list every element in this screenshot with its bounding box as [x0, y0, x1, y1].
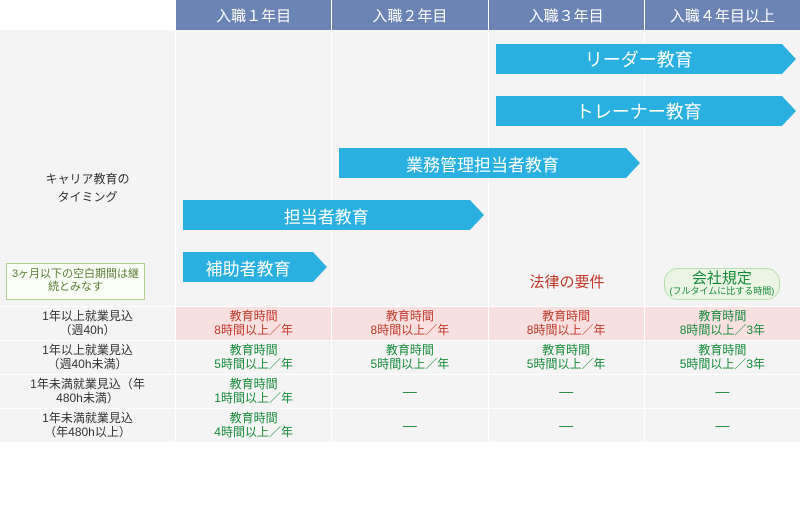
gantt-bar: トレーナー教育 — [496, 96, 783, 126]
left-note: 3ヶ月以下の空白期間は継続とみなす — [6, 263, 145, 301]
header-spacer — [0, 0, 175, 30]
table-cell: — — [644, 375, 800, 408]
header-cell: 入職２年目 — [331, 0, 487, 30]
table-cell: 教育時間1時間以上／年 — [175, 375, 331, 408]
tag-legal: 法律の要件 — [524, 269, 611, 294]
table-cell: 教育時間8時間以上／年 — [175, 307, 331, 340]
table: 1年以上就業見込（週40h）教育時間8時間以上／年教育時間8時間以上／年教育時間… — [0, 306, 800, 442]
table-cell: 教育時間4時間以上／年 — [175, 409, 331, 442]
header-cell: 入職１年目 — [175, 0, 331, 30]
table-row: 1年未満就業見込（年480h未満）教育時間1時間以上／年——— — [0, 374, 800, 408]
table-cell: — — [488, 409, 644, 442]
tag-company: 会社規定(フルタイムに比する時間) — [664, 268, 780, 300]
table-cell: 教育時間5時間以上／3年 — [644, 341, 800, 374]
table-cell: 教育時間5時間以上／年 — [488, 341, 644, 374]
table-cell: 教育時間8時間以上／年 — [331, 307, 487, 340]
table-row: 1年以上就業見込（週40h未満）教育時間5時間以上／年教育時間5時間以上／年教育… — [0, 340, 800, 374]
header-row: 入職１年目入職２年目入職３年目入職４年目以上 — [0, 0, 800, 30]
table-cell: — — [488, 375, 644, 408]
gantt-bar: リーダー教育 — [496, 44, 783, 74]
left-label: キャリア教育のタイミング — [45, 170, 129, 206]
row-label: 1年以上就業見込（週40h未満） — [0, 341, 175, 374]
table-cell: — — [331, 375, 487, 408]
table-cell: 教育時間5時間以上／年 — [175, 341, 331, 374]
header-cell: 入職３年目 — [488, 0, 644, 30]
row-label: 1年未満就業見込（年480h以上） — [0, 409, 175, 442]
gantt-bar: 業務管理担当者教育 — [339, 148, 626, 178]
chart-root: 入職１年目入職２年目入職３年目入職４年目以上 キャリア教育のタイミング 3ヶ月以… — [0, 0, 800, 442]
gantt-bar: 補助者教育 — [183, 252, 313, 282]
table-row: 1年未満就業見込（年480h以上）教育時間4時間以上／年——— — [0, 408, 800, 442]
row-label: 1年以上就業見込（週40h） — [0, 307, 175, 340]
left-column: キャリア教育のタイミング 3ヶ月以下の空白期間は継続とみなす — [0, 30, 175, 306]
table-cell: — — [644, 409, 800, 442]
table-row: 1年以上就業見込（週40h）教育時間8時間以上／年教育時間8時間以上／年教育時間… — [0, 306, 800, 340]
table-cell: 教育時間8時間以上／3年 — [644, 307, 800, 340]
header-cell: 入職４年目以上 — [644, 0, 800, 30]
gantt-area: リーダー教育トレーナー教育業務管理担当者教育担当者教育補助者教育法律の要件 会社規… — [175, 30, 800, 306]
gantt-bar: 担当者教育 — [183, 200, 470, 230]
table-cell: — — [331, 409, 487, 442]
row-label: 1年未満就業見込（年480h未満） — [0, 375, 175, 408]
table-cell: 教育時間8時間以上／年 — [488, 307, 644, 340]
table-cell: 教育時間5時間以上／年 — [331, 341, 487, 374]
chart-body: キャリア教育のタイミング 3ヶ月以下の空白期間は継続とみなす リーダー教育トレー… — [0, 30, 800, 306]
